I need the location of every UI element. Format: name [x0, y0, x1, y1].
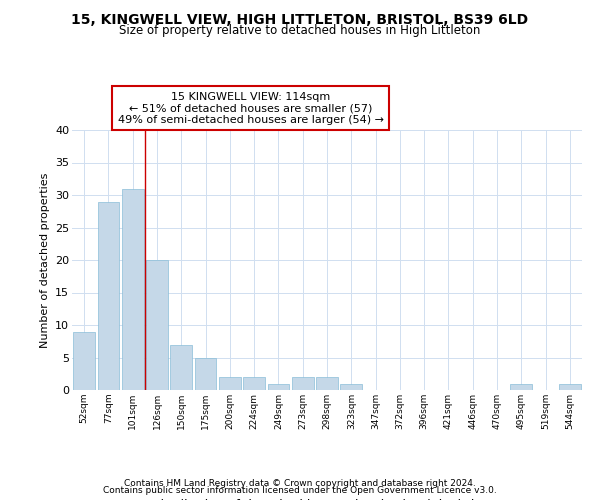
Bar: [170, 344, 192, 390]
Text: 15 KINGWELL VIEW: 114sqm
← 51% of detached houses are smaller (57)
49% of semi-d: 15 KINGWELL VIEW: 114sqm ← 51% of detach…: [118, 92, 383, 125]
Bar: [194, 358, 217, 390]
Bar: [340, 384, 362, 390]
Text: 15, KINGWELL VIEW, HIGH LITTLETON, BRISTOL, BS39 6LD: 15, KINGWELL VIEW, HIGH LITTLETON, BRIST…: [71, 12, 529, 26]
Bar: [146, 260, 168, 390]
Bar: [316, 377, 338, 390]
Text: Distribution of detached houses by size in High Littleton: Distribution of detached houses by size …: [151, 499, 503, 500]
Bar: [292, 377, 314, 390]
Bar: [511, 384, 532, 390]
Bar: [97, 202, 119, 390]
Text: Contains HM Land Registry data © Crown copyright and database right 2024.: Contains HM Land Registry data © Crown c…: [124, 478, 476, 488]
Text: Size of property relative to detached houses in High Littleton: Size of property relative to detached ho…: [119, 24, 481, 37]
Y-axis label: Number of detached properties: Number of detached properties: [40, 172, 50, 348]
Text: Contains public sector information licensed under the Open Government Licence v3: Contains public sector information licen…: [103, 486, 497, 495]
Bar: [559, 384, 581, 390]
Bar: [73, 332, 95, 390]
Bar: [268, 384, 289, 390]
Bar: [243, 377, 265, 390]
Bar: [219, 377, 241, 390]
Bar: [122, 188, 143, 390]
